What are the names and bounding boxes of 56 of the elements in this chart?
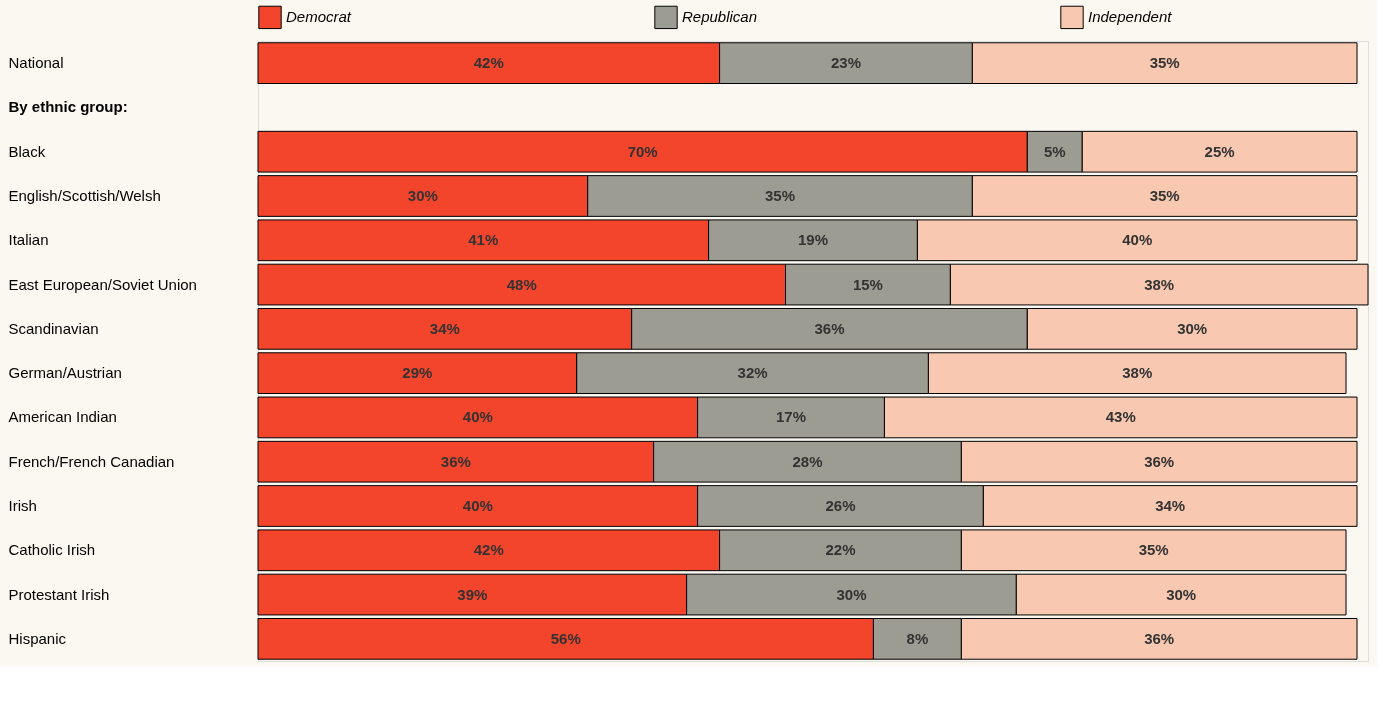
data-label: 35%	[1149, 54, 1180, 72]
data-label: 29%	[402, 364, 433, 382]
data-label: 25%	[1204, 142, 1235, 160]
data-label: 40%	[1122, 231, 1153, 249]
data-label: 15%	[852, 275, 883, 293]
y-tick-label: Irish	[8, 497, 37, 514]
data-label: 43%	[1105, 408, 1136, 426]
data-label: 8%	[906, 629, 929, 647]
data-label: 17%	[776, 408, 807, 426]
legend-label: Independent	[1088, 8, 1173, 26]
data-label: 26%	[825, 497, 856, 514]
data-label: 48%	[506, 275, 537, 293]
y-tick-label: Black	[8, 142, 46, 160]
data-label: 41%	[468, 231, 499, 249]
data-label: 5%	[1043, 142, 1066, 160]
data-label: 30%	[836, 585, 867, 603]
data-label: 34%	[1155, 497, 1186, 514]
data-label: 30%	[1166, 585, 1197, 603]
y-tick-label: German/Austrian	[8, 364, 122, 382]
data-label: 22%	[825, 541, 856, 559]
data-label: 36%	[1144, 629, 1175, 647]
data-label: 23%	[830, 54, 861, 72]
y-tick-label: National	[8, 54, 64, 72]
data-label: 35%	[1138, 541, 1169, 559]
legend-label: Republican	[682, 8, 758, 26]
y-tick-label: English/Scottish/Welsh	[8, 187, 161, 204]
data-label: 42%	[473, 54, 504, 72]
data-label: 36%	[440, 452, 471, 470]
data-label: 36%	[814, 319, 845, 337]
y-tick-label: Scandinavian	[8, 319, 99, 337]
data-label: 39%	[457, 585, 488, 603]
data-label: 38%	[1144, 275, 1175, 293]
data-label: 30%	[1177, 319, 1208, 337]
data-label: 56%	[550, 629, 581, 647]
data-label: 30%	[407, 187, 438, 204]
data-label: 38%	[1122, 364, 1153, 382]
data-label: 35%	[1149, 187, 1180, 204]
data-label: 70%	[627, 142, 658, 160]
data-label: 28%	[792, 452, 823, 470]
data-label: 40%	[462, 408, 493, 426]
y-tick-label: French/French Canadian	[8, 452, 175, 470]
data-label: 35%	[765, 187, 796, 204]
y-tick-label: American Indian	[8, 408, 117, 426]
legend-label: Democrat	[286, 8, 352, 26]
y-tick-label: Catholic Irish	[8, 541, 96, 559]
data-label: 42%	[473, 541, 504, 559]
text: By ethnic group:	[8, 98, 128, 116]
data-label: 32%	[737, 364, 768, 382]
data-label: 40%	[462, 497, 493, 514]
y-tick-label: Protestant Irish	[8, 585, 110, 603]
data-label: 19%	[797, 231, 829, 249]
y-tick-label: Italian	[8, 231, 49, 249]
y-tick-label: East European/Soviet Union	[8, 275, 197, 293]
data-label: 36%	[1144, 452, 1175, 470]
y-tick-label: Hispanic	[8, 629, 67, 647]
data-label: 34%	[429, 319, 460, 337]
